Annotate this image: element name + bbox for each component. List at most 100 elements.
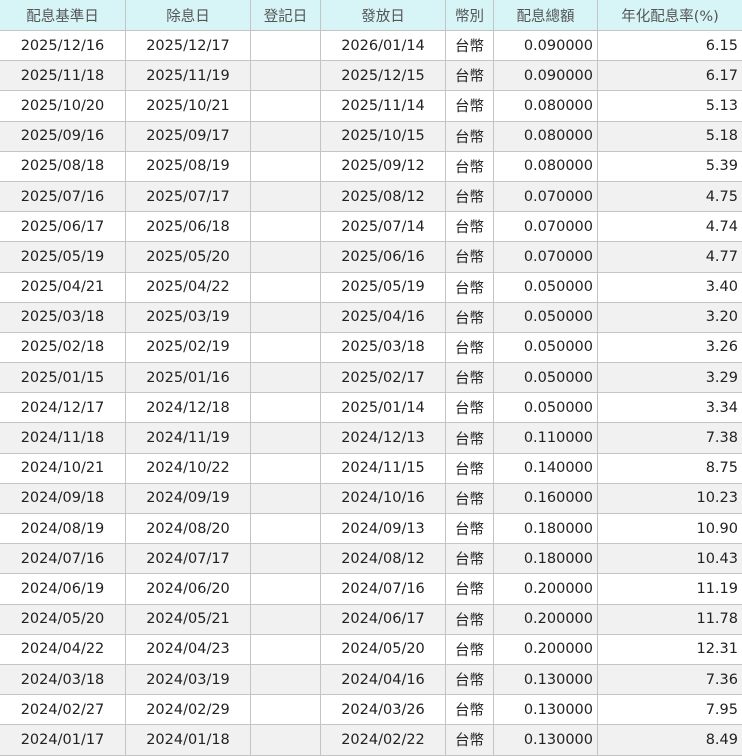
cell-registration-date: [251, 363, 321, 393]
cell-record-date: 2025/12/16: [0, 31, 126, 61]
cell-ex-dividend-date: 2024/12/18: [126, 393, 251, 423]
cell-annualized-yield: 12.31: [598, 634, 742, 664]
cell-ex-dividend-date: 2025/12/17: [126, 31, 251, 61]
cell-dividend-amount: 0.110000: [494, 423, 598, 453]
cell-ex-dividend-date: 2024/05/21: [126, 604, 251, 634]
cell-currency: 台幣: [446, 302, 494, 332]
cell-registration-date: [251, 725, 321, 755]
cell-record-date: 2025/01/15: [0, 363, 126, 393]
cell-annualized-yield: 8.49: [598, 725, 742, 755]
cell-dividend-amount: 0.050000: [494, 302, 598, 332]
cell-annualized-yield: 5.13: [598, 91, 742, 121]
cell-dividend-amount: 0.130000: [494, 695, 598, 725]
cell-dividend-amount: 0.080000: [494, 121, 598, 151]
cell-registration-date: [251, 151, 321, 181]
cell-payment-date: 2024/08/12: [321, 544, 446, 574]
cell-registration-date: [251, 544, 321, 574]
cell-currency: 台幣: [446, 151, 494, 181]
cell-ex-dividend-date: 2025/10/21: [126, 91, 251, 121]
cell-currency: 台幣: [446, 363, 494, 393]
cell-annualized-yield: 4.77: [598, 242, 742, 272]
cell-ex-dividend-date: 2024/06/20: [126, 574, 251, 604]
cell-record-date: 2025/05/19: [0, 242, 126, 272]
cell-payment-date: 2025/11/14: [321, 91, 446, 121]
cell-record-date: 2024/06/19: [0, 574, 126, 604]
cell-ex-dividend-date: 2024/11/19: [126, 423, 251, 453]
cell-annualized-yield: 7.95: [598, 695, 742, 725]
cell-currency: 台幣: [446, 514, 494, 544]
cell-ex-dividend-date: 2024/03/19: [126, 664, 251, 694]
cell-dividend-amount: 0.160000: [494, 483, 598, 513]
cell-registration-date: [251, 634, 321, 664]
cell-record-date: 2024/03/18: [0, 664, 126, 694]
cell-record-date: 2025/10/20: [0, 91, 126, 121]
cell-registration-date: [251, 453, 321, 483]
cell-payment-date: 2026/01/14: [321, 31, 446, 61]
cell-registration-date: [251, 91, 321, 121]
cell-currency: 台幣: [446, 483, 494, 513]
cell-dividend-amount: 0.200000: [494, 634, 598, 664]
cell-record-date: 2025/11/18: [0, 61, 126, 91]
cell-registration-date: [251, 181, 321, 211]
cell-currency: 台幣: [446, 61, 494, 91]
cell-payment-date: 2025/12/15: [321, 61, 446, 91]
cell-payment-date: 2025/10/15: [321, 121, 446, 151]
cell-payment-date: 2025/04/16: [321, 302, 446, 332]
cell-payment-date: 2025/09/12: [321, 151, 446, 181]
cell-payment-date: 2025/06/16: [321, 242, 446, 272]
cell-registration-date: [251, 393, 321, 423]
cell-dividend-amount: 0.090000: [494, 61, 598, 91]
cell-currency: 台幣: [446, 332, 494, 362]
cell-registration-date: [251, 212, 321, 242]
cell-registration-date: [251, 574, 321, 604]
cell-ex-dividend-date: 2024/09/19: [126, 483, 251, 513]
cell-currency: 台幣: [446, 242, 494, 272]
cell-annualized-yield: 4.74: [598, 212, 742, 242]
cell-record-date: 2025/04/21: [0, 272, 126, 302]
cell-record-date: 2024/07/16: [0, 544, 126, 574]
cell-record-date: 2025/09/16: [0, 121, 126, 151]
cell-dividend-amount: 0.050000: [494, 332, 598, 362]
cell-dividend-amount: 0.050000: [494, 393, 598, 423]
cell-ex-dividend-date: 2024/10/22: [126, 453, 251, 483]
cell-currency: 台幣: [446, 604, 494, 634]
cell-ex-dividend-date: 2025/07/17: [126, 181, 251, 211]
cell-currency: 台幣: [446, 453, 494, 483]
cell-dividend-amount: 0.080000: [494, 91, 598, 121]
cell-payment-date: 2025/02/17: [321, 363, 446, 393]
cell-dividend-amount: 0.050000: [494, 363, 598, 393]
cell-registration-date: [251, 61, 321, 91]
table-header: 配息基準日除息日登記日發放日幣別配息總額年化配息率(%): [0, 0, 742, 31]
cell-payment-date: 2024/07/16: [321, 574, 446, 604]
cell-registration-date: [251, 664, 321, 694]
cell-currency: 台幣: [446, 725, 494, 755]
cell-dividend-amount: 0.090000: [494, 31, 598, 61]
cell-annualized-yield: 10.43: [598, 544, 742, 574]
cell-registration-date: [251, 272, 321, 302]
cell-annualized-yield: 3.34: [598, 393, 742, 423]
cell-ex-dividend-date: 2025/06/18: [126, 212, 251, 242]
cell-currency: 台幣: [446, 664, 494, 694]
cell-currency: 台幣: [446, 91, 494, 121]
cell-ex-dividend-date: 2025/09/17: [126, 121, 251, 151]
cell-registration-date: [251, 121, 321, 151]
cell-registration-date: [251, 604, 321, 634]
cell-dividend-amount: 0.140000: [494, 453, 598, 483]
cell-record-date: 2025/08/18: [0, 151, 126, 181]
cell-currency: 台幣: [446, 393, 494, 423]
cell-ex-dividend-date: 2025/04/22: [126, 272, 251, 302]
cell-currency: 台幣: [446, 574, 494, 604]
